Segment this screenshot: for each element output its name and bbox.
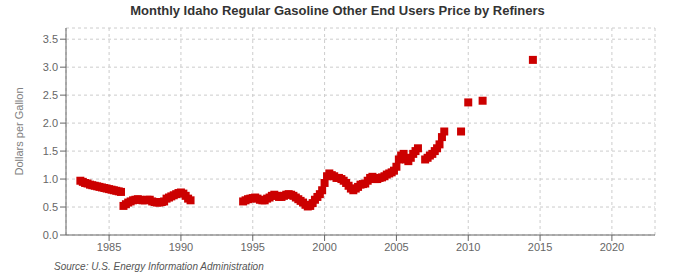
- svg-text:2010: 2010: [456, 241, 480, 253]
- svg-text:1.0: 1.0: [43, 173, 58, 185]
- svg-text:3.5: 3.5: [43, 33, 58, 45]
- svg-text:2015: 2015: [528, 241, 552, 253]
- svg-text:Dollars per Gallon: Dollars per Gallon: [13, 87, 25, 175]
- svg-text:1985: 1985: [97, 241, 121, 253]
- svg-text:2.0: 2.0: [43, 117, 58, 129]
- svg-text:2005: 2005: [384, 241, 408, 253]
- svg-text:1995: 1995: [241, 241, 265, 253]
- svg-text:1990: 1990: [169, 241, 193, 253]
- svg-text:1.5: 1.5: [43, 145, 58, 157]
- svg-text:2000: 2000: [312, 241, 336, 253]
- svg-text:2.5: 2.5: [43, 89, 58, 101]
- svg-text:3.0: 3.0: [43, 61, 58, 73]
- html-text:Monthly Idaho Regular Gasoline: Monthly Idaho Regular Gasoline Other End…: [130, 3, 545, 18]
- html-text:Source: U.S. Energy Informatio: Source: U.S. Energy Information Administ…: [54, 261, 264, 272]
- svg-text:2020: 2020: [600, 241, 624, 253]
- svg-text:0.0: 0.0: [43, 229, 58, 241]
- svg-text:0.5: 0.5: [43, 201, 58, 213]
